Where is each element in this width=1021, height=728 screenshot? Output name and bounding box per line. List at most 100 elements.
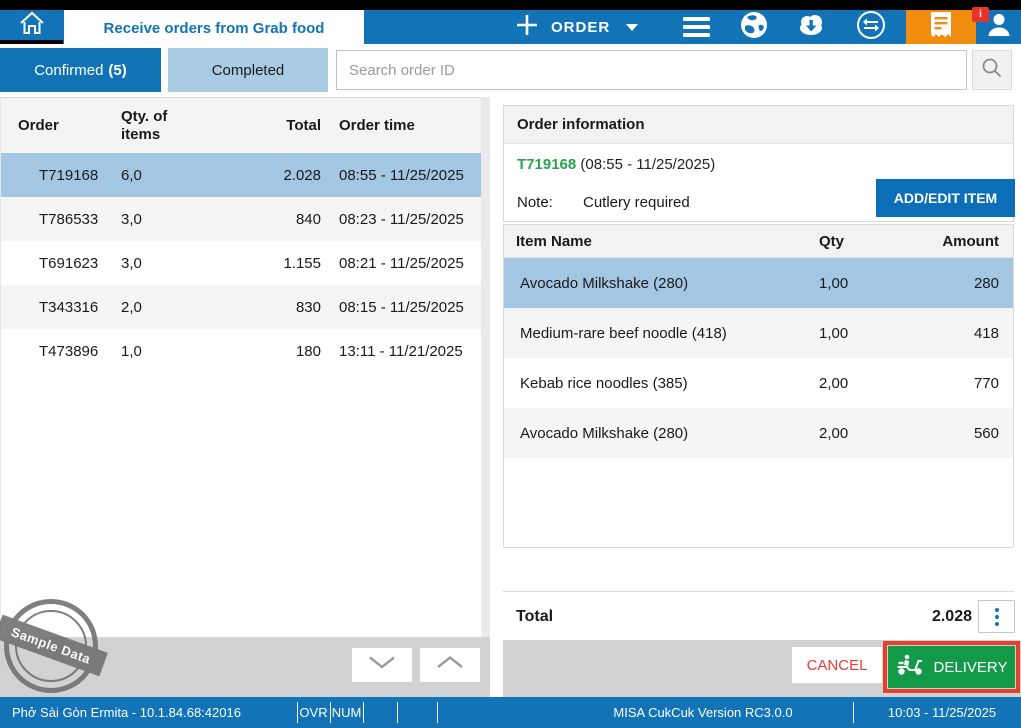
order-id: T343316: [39, 298, 99, 316]
status-separator: [397, 702, 398, 723]
item-amount: 280: [973, 274, 999, 292]
total-value: 2.028: [931, 607, 972, 625]
order-qty: 2,0: [121, 298, 142, 316]
cancel-button[interactable]: CANCEL: [792, 647, 882, 683]
home-button[interactable]: [0, 10, 63, 44]
more-options-button[interactable]: [978, 600, 1015, 633]
col-order-time: Order time: [339, 117, 415, 134]
vertical-ellipsis-icon: [994, 607, 999, 612]
order-qty: 6,0: [121, 166, 142, 184]
transfer-button[interactable]: [852, 10, 890, 44]
new-order-button[interactable]: ORDER: [515, 10, 639, 44]
order-row[interactable]: T786533 3,0 840 08:23 - 11/25/2025: [1, 197, 481, 241]
order-qty: 3,0: [121, 254, 142, 272]
app-bar: Receive orders from Grab food ORDER: [0, 6, 1021, 46]
orders-table-header: Order Qty. of items Total Order time: [1, 98, 481, 153]
status-separator: [437, 702, 438, 723]
sync-arrows-icon: [855, 9, 887, 46]
account-button[interactable]: [976, 10, 1021, 44]
item-row[interactable]: Kebab rice noodles (385) 2,00 770: [504, 358, 1013, 408]
status-bar: Phở Sài Gòn Ermita - 10.1.84.68:42016 OV…: [0, 697, 1021, 728]
order-information-title: Order information: [504, 106, 1013, 144]
item-amount: 418: [973, 324, 999, 342]
item-row[interactable]: Avocado Milkshake (280) 1,00 280: [504, 258, 1013, 308]
item-qty: 2,00: [819, 424, 849, 442]
num-indicator: NUM: [331, 705, 362, 720]
tab-confirmed-count: (5): [108, 61, 127, 79]
window-top-strip: [0, 0, 1021, 10]
delivery-highlight-annotation: DELIVERY: [883, 641, 1020, 693]
add-edit-item-button[interactable]: ADD/EDIT ITEM: [876, 179, 1015, 217]
tab-completed-label: Completed: [211, 61, 285, 79]
item-amount: 770: [973, 374, 999, 392]
order-total: 2.028: [283, 166, 321, 184]
active-tab-label: Receive orders from Grab food: [103, 19, 325, 37]
menu-button[interactable]: [678, 10, 714, 44]
order-total: 830: [295, 298, 321, 316]
notifications-button[interactable]: i: [906, 6, 989, 45]
tab-receive-orders-grab-food[interactable]: Receive orders from Grab food: [64, 10, 364, 46]
item-row[interactable]: Medium-rare beef noodle (418) 1,00 418: [504, 308, 1013, 358]
hamburger-icon: [682, 17, 710, 37]
order-id: T473896: [39, 342, 99, 360]
scroll-up-button[interactable]: [420, 648, 480, 682]
search-input[interactable]: [336, 50, 967, 90]
globe-icon: [739, 10, 769, 45]
note-label: Note:: [517, 194, 553, 211]
selected-order-time: (08:55 - 11/25/2025): [580, 156, 716, 173]
item-name: Avocado Milkshake (280): [520, 424, 689, 442]
items-table-header: Item Name Qty Amount: [504, 225, 1013, 258]
order-items-table: Item Name Qty Amount Avocado Milkshake (…: [503, 224, 1014, 548]
tab-confirmed-label: Confirmed: [34, 61, 104, 79]
col-item-name: Item Name: [516, 232, 592, 250]
notification-badge: i: [972, 6, 989, 22]
scooter-icon: [896, 654, 924, 680]
orders-scrollbar[interactable]: [481, 97, 490, 637]
restaurant-address: Phở Sài Gòn Ermita - 10.1.84.68:42016: [12, 705, 241, 720]
orders-table: Order Qty. of items Total Order time T71…: [0, 97, 481, 637]
order-row[interactable]: T691623 3,0 1.155 08:21 - 11/25/2025: [1, 241, 481, 285]
item-qty: 1,00: [819, 324, 849, 342]
order-qty: 1,0: [121, 342, 142, 360]
item-qty: 1,00: [819, 274, 849, 292]
status-separator: [330, 702, 331, 723]
selected-order-id: T719168: [517, 156, 577, 173]
order-row[interactable]: T473896 1,0 180 13:11 - 11/21/2025: [1, 329, 481, 373]
chevron-down-icon: [626, 23, 639, 31]
plus-icon: [515, 13, 539, 42]
order-time: 13:11 - 11/21/2025: [339, 342, 463, 360]
order-row[interactable]: T719168 6,0 2.028 08:55 - 11/25/2025: [1, 153, 481, 197]
order-total: 180: [295, 342, 321, 360]
home-icon: [18, 10, 46, 41]
item-qty: 2,00: [819, 374, 849, 392]
tab-confirmed[interactable]: Confirmed (5): [0, 48, 161, 92]
item-name: Avocado Milkshake (280): [520, 274, 689, 292]
status-clock: 10:03 - 11/25/2025: [887, 705, 997, 720]
total-row: Total 2.028: [503, 591, 1014, 640]
chevron-up-icon: [435, 655, 465, 675]
order-time: 08:55 - 11/25/2025: [339, 166, 464, 184]
order-qty: 3,0: [121, 210, 142, 228]
status-separator: [853, 702, 854, 723]
chevron-down-icon: [367, 655, 397, 675]
col-qty: Qty. of items: [121, 107, 168, 143]
status-separator: [363, 702, 364, 723]
delivery-button[interactable]: DELIVERY: [888, 646, 1015, 688]
total-label: Total: [516, 607, 554, 625]
item-name: Medium-rare beef noodle (418): [520, 324, 727, 342]
search-button[interactable]: [972, 50, 1012, 90]
order-id: T719168: [39, 166, 99, 184]
ovr-indicator: OVR: [299, 705, 328, 720]
item-row[interactable]: Avocado Milkshake (280) 2,00 560: [504, 408, 1013, 458]
col-item-qty: Qty: [819, 232, 845, 250]
receipt-icon: i: [928, 6, 989, 45]
download-button[interactable]: [792, 10, 830, 44]
order-total: 1.155: [283, 254, 321, 272]
order-row[interactable]: T343316 2,0 830 08:15 - 11/25/2025: [1, 285, 481, 329]
order-button-label: ORDER: [551, 18, 611, 36]
tab-completed[interactable]: Completed: [168, 48, 328, 92]
scroll-down-button[interactable]: [352, 648, 412, 682]
item-name: Kebab rice noodles (385): [520, 374, 688, 392]
language-button[interactable]: [736, 10, 772, 44]
